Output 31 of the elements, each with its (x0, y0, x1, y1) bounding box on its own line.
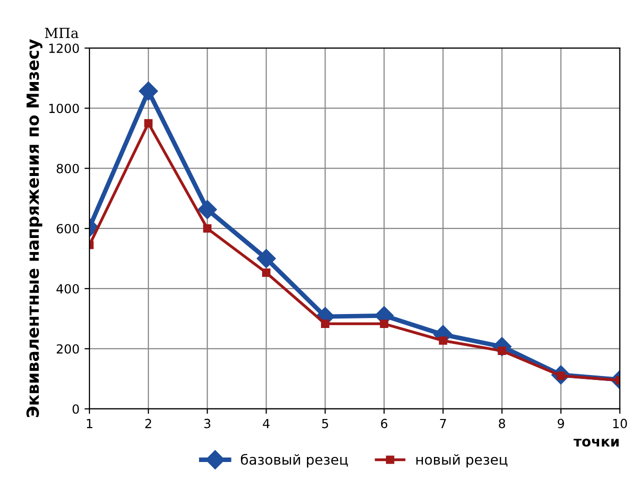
y-axis-title: Эквивалентные напряжения по Мизесу (26, 39, 42, 418)
x-tick-label: 5 (322, 418, 328, 428)
point (321, 320, 330, 328)
x-tick-label: 8 (498, 418, 506, 428)
text: МПа (44, 28, 78, 38)
y-tick-label: 600 (56, 224, 79, 234)
x-axis-title: точки (574, 438, 619, 447)
point (138, 82, 158, 101)
x-tick-label: 2 (145, 418, 152, 428)
point (203, 224, 212, 233)
x-tick-label: 1 (86, 418, 92, 428)
y-tick-label: 800 (56, 164, 79, 174)
y-tick-label: 200 (56, 344, 79, 354)
legend-label: базовый резец (240, 454, 348, 468)
point (380, 320, 388, 328)
x-tick-label: 10 (613, 418, 627, 428)
point (262, 268, 270, 277)
y-tick-label: 1200 (49, 44, 79, 54)
point (144, 119, 153, 128)
y-tick-label: 400 (56, 284, 79, 294)
x-tick-label: 7 (440, 418, 446, 428)
x-tick-label: 3 (204, 418, 210, 428)
point (256, 249, 276, 268)
x-tick-label: 4 (262, 418, 270, 428)
y-tick-label: 0 (72, 404, 79, 414)
legend-label: новый резец (416, 454, 508, 468)
x-tick-label: 6 (381, 418, 388, 428)
point (438, 336, 448, 345)
point (198, 200, 217, 220)
y-tick-label: 1000 (49, 104, 79, 114)
x-tick-label: 9 (558, 418, 564, 428)
